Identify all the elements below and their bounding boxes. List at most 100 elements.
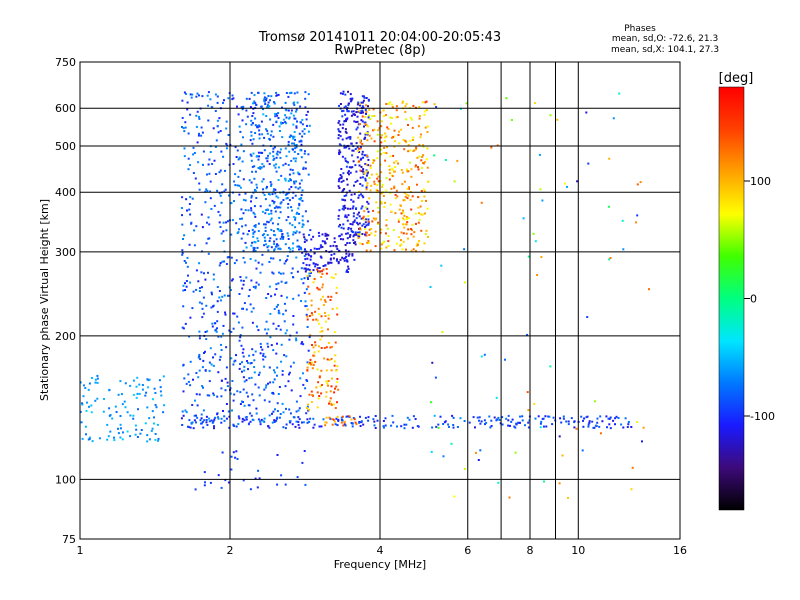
data-point-F-spread-blue [241, 108, 244, 111]
data-point-low-E-trace [217, 416, 219, 419]
data-point-F-spread-blue [185, 198, 188, 201]
data-point-O-X-vertical [309, 358, 312, 361]
data-point-F-spread-blue [237, 423, 240, 425]
data-point-F-spread-blue [264, 386, 267, 389]
data-point-F-arc-blue [307, 254, 310, 257]
data-point-F-arc-blue [310, 238, 313, 241]
data-point-F-spread-blue [292, 276, 295, 279]
data-point-F-spread-blue [285, 423, 288, 426]
data-point-F-cusp-blue [364, 136, 367, 139]
data-point-F-orange-trace [359, 169, 362, 172]
data-point-F-spread-blue [262, 358, 265, 361]
data-point-low-left-cyan [87, 388, 90, 391]
data-point-F-orange-trace [370, 173, 373, 176]
data-point-F-spread-blue [186, 101, 189, 104]
data-point-low-left-cyan [132, 417, 135, 420]
data-point-low-left-cyan [136, 392, 139, 395]
data-point-F-spread-mid [254, 124, 257, 127]
data-point-low-E-trace [367, 419, 370, 422]
data-point-F-spread-blue [242, 388, 245, 391]
data-point-low-E-trace [587, 423, 590, 426]
data-point-F-spread-blue [216, 101, 219, 104]
data-point-F-spread-blue [303, 277, 306, 280]
data-point-F-arc-blue [345, 252, 348, 255]
data-point-F-spread-mid [259, 205, 262, 208]
data-point-F-orange-trace [380, 228, 383, 231]
data-point-F-spread-blue [308, 336, 311, 339]
data-point-F-cusp-blue [362, 196, 365, 199]
data-point-F-spread-blue [224, 311, 226, 314]
data-point-F-spread-blue [244, 241, 247, 244]
data-point-F-spread-blue [308, 124, 311, 127]
y-tick-label: 200 [55, 330, 76, 343]
data-point-low-E-trace [478, 416, 481, 419]
data-point-low-left-cyan [153, 416, 155, 419]
data-point-F-spread-blue [189, 281, 192, 284]
data-point-F-orange-trace [393, 140, 396, 143]
data-point-F-spread-blue [202, 409, 205, 412]
data-point-F-spread-blue [225, 366, 228, 369]
data-point-F-spread-blue [244, 199, 247, 202]
data-point-F-spread-blue [228, 194, 230, 197]
data-point-low-E-trace [518, 421, 521, 424]
data-point-F-spread-blue [189, 113, 192, 116]
data-point-F-spread-blue [306, 361, 309, 364]
data-point-low-E-trace [612, 419, 615, 422]
data-point-F-spread-blue [194, 177, 197, 180]
data-point-F-spread-blue [305, 263, 308, 266]
data-point-F-spread-blue [200, 422, 203, 425]
data-point-F-cusp-blue [338, 153, 341, 156]
data-point-F-orange-trace [425, 158, 428, 161]
data-point-F-orange-trace [362, 217, 365, 219]
data-point-F-spread-blue [232, 327, 235, 330]
data-point-F-cusp-blue [366, 171, 369, 174]
data-point-F-spread-blue [262, 188, 264, 191]
data-point-low-E-trace [313, 423, 316, 426]
data-point-F-spread-blue [203, 272, 205, 275]
data-point-F-spread-blue [237, 158, 240, 161]
data-point-scatter-right [622, 248, 625, 251]
data-point-F-cusp-blue [349, 207, 352, 210]
data-point-F-spread-blue [238, 339, 241, 342]
data-point-F-spread-blue [305, 268, 308, 271]
data-point-F-cusp-blue [349, 223, 352, 225]
data-point-F-spread-blue [280, 174, 283, 177]
data-point-F-spread-blue [202, 386, 204, 389]
data-point-F-cusp-blue [346, 207, 349, 210]
data-point-F-cusp-blue [348, 235, 351, 238]
data-point-low-E-trace [336, 424, 339, 427]
data-point-F-spread-mid [277, 247, 280, 250]
data-point-F-orange-trace [420, 229, 423, 232]
data-point-low-E-trace [192, 427, 195, 430]
data-point-O-X-vertical [310, 363, 312, 366]
data-point-F-spread-blue [290, 389, 293, 392]
data-point-scatter-right [561, 454, 564, 457]
data-point-low-E-trace [483, 419, 486, 422]
data-point-F-cusp-blue [351, 97, 354, 100]
data-point-F-spread-mid [250, 244, 253, 247]
data-point-F-cusp-blue [337, 225, 340, 228]
data-point-F-spread-mid [291, 209, 293, 212]
data-point-F-spread-blue [292, 157, 295, 160]
data-point-O-X-vertical [330, 358, 333, 360]
data-point-low-left-cyan [132, 414, 135, 417]
data-point-F-spread-mid [273, 102, 276, 105]
data-point-F-spread-blue [211, 163, 214, 165]
data-point-F-cusp-blue [339, 103, 342, 105]
data-point-F-arc-blue [351, 253, 354, 256]
data-point-F-orange-trace [369, 167, 372, 169]
data-point-F-spread-mid [299, 121, 302, 124]
data-point-low-E-trace [318, 425, 321, 428]
data-point-F-spread-blue [260, 120, 263, 123]
data-point-F-orange-trace [365, 234, 368, 237]
data-point-F-arc-blue [347, 265, 350, 268]
data-point-F-spread-blue [305, 118, 308, 121]
data-point-F-cusp-blue [347, 90, 349, 93]
data-point-F-orange-trace [422, 154, 425, 157]
data-point-O-X-vertical [336, 381, 339, 384]
data-point-F-spread-blue [295, 410, 298, 413]
data-point-F-cusp-blue [348, 147, 351, 150]
data-point-F-spread-mid [301, 199, 304, 202]
data-point-low-E-trace [596, 417, 599, 420]
data-point-O-X-vertical [315, 318, 318, 321]
